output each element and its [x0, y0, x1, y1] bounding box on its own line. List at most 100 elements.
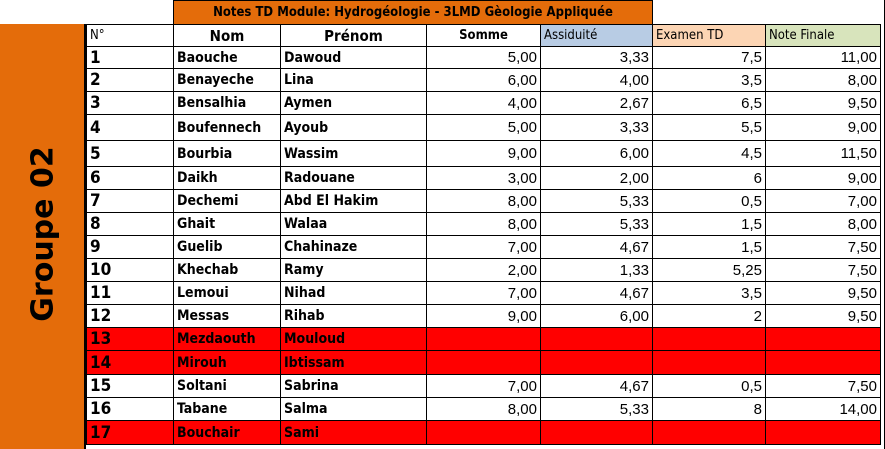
- cell-somme[interactable]: 5,00: [426, 114, 541, 141]
- cell-somme[interactable]: 7,00: [426, 235, 541, 259]
- cell-somme[interactable]: [426, 420, 541, 445]
- header-examen[interactable]: Examen TD: [652, 24, 766, 47]
- cell-examen[interactable]: 4,5: [652, 140, 766, 167]
- cell-nom[interactable]: Soltani: [173, 374, 281, 398]
- cell-examen[interactable]: 5,5: [652, 114, 766, 141]
- cell-prenom[interactable]: Nihad: [280, 281, 427, 305]
- cell-prenom[interactable]: Chahinaze: [280, 235, 427, 259]
- cell-prenom[interactable]: Walaa: [280, 212, 427, 236]
- cell-examen[interactable]: [652, 420, 766, 445]
- cell-prenom[interactable]: Ramy: [280, 258, 427, 282]
- cell-somme[interactable]: 5,00: [426, 46, 541, 69]
- cell-note-finale[interactable]: 8,00: [765, 68, 881, 92]
- cell-num[interactable]: 7: [86, 189, 174, 213]
- cell-prenom[interactable]: Ayoub: [280, 114, 427, 141]
- cell-num[interactable]: 17: [86, 420, 174, 445]
- cell-num[interactable]: 15: [86, 374, 174, 398]
- cell-examen[interactable]: 3,5: [652, 281, 766, 305]
- header-nom[interactable]: Nom: [173, 24, 281, 47]
- header-somme[interactable]: Somme: [426, 24, 541, 47]
- table-title[interactable]: Notes TD Module: Hydrogéologie - 3LMD Gè…: [173, 0, 653, 25]
- cell-examen[interactable]: 1,5: [652, 212, 766, 236]
- cell-num[interactable]: 5: [86, 140, 174, 167]
- cell-prenom[interactable]: Rihab: [280, 304, 427, 328]
- cell-assiduite[interactable]: [540, 420, 653, 445]
- cell-examen[interactable]: [652, 327, 766, 351]
- cell-nom[interactable]: Daikh: [173, 166, 281, 190]
- cell-prenom[interactable]: Wassim: [280, 140, 427, 167]
- cell-prenom[interactable]: Mouloud: [280, 327, 427, 351]
- cell-somme[interactable]: [426, 350, 541, 375]
- cell-nom[interactable]: Boufennech: [173, 114, 281, 141]
- cell-examen[interactable]: 0,5: [652, 374, 766, 398]
- cell-assiduite[interactable]: [540, 350, 653, 375]
- cell-assiduite[interactable]: 4,67: [540, 374, 653, 398]
- cell-assiduite[interactable]: 6,00: [540, 304, 653, 328]
- cell-assiduite[interactable]: 3,33: [540, 46, 653, 69]
- cell-examen[interactable]: 6,5: [652, 91, 766, 115]
- cell-nom[interactable]: Khechab: [173, 258, 281, 282]
- cell-num[interactable]: 10: [86, 258, 174, 282]
- cell-nom[interactable]: Guelib: [173, 235, 281, 259]
- cell-nom[interactable]: Bensalhia: [173, 91, 281, 115]
- cell-note-finale[interactable]: 11,50: [765, 140, 881, 167]
- cell-examen[interactable]: 8: [652, 397, 766, 421]
- cell-num[interactable]: 16: [86, 397, 174, 421]
- cell-examen[interactable]: 7,5: [652, 46, 766, 69]
- cell-note-finale[interactable]: 9,00: [765, 114, 881, 141]
- cell-num[interactable]: 12: [86, 304, 174, 328]
- cell-prenom[interactable]: Radouane: [280, 166, 427, 190]
- empty-cell[interactable]: [766, 1, 881, 25]
- cell-assiduite[interactable]: 2,00: [540, 166, 653, 190]
- header-note-finale[interactable]: Note Finale: [765, 24, 881, 47]
- cell-num[interactable]: 8: [86, 212, 174, 236]
- cell-assiduite[interactable]: 4,67: [540, 281, 653, 305]
- cell-somme[interactable]: 8,00: [426, 212, 541, 236]
- cell-note-finale[interactable]: 9,50: [765, 304, 881, 328]
- empty-cell[interactable]: [653, 1, 766, 25]
- cell-assiduite[interactable]: 3,33: [540, 114, 653, 141]
- cell-note-finale[interactable]: 14,00: [765, 397, 881, 421]
- cell-nom[interactable]: Bouchair: [173, 420, 281, 445]
- cell-nom[interactable]: Baouche: [173, 46, 281, 69]
- cell-note-finale[interactable]: 9,50: [765, 281, 881, 305]
- cell-num[interactable]: 3: [86, 91, 174, 115]
- cell-note-finale[interactable]: 9,00: [765, 166, 881, 190]
- cell-note-finale[interactable]: 7,50: [765, 235, 881, 259]
- empty-cell[interactable]: [0, 0, 86, 25]
- cell-nom[interactable]: Tabane: [173, 397, 281, 421]
- cell-prenom[interactable]: Lina: [280, 68, 427, 92]
- cell-assiduite[interactable]: 1,33: [540, 258, 653, 282]
- group-label-cell[interactable]: Groupe 02: [0, 24, 86, 449]
- cell-nom[interactable]: Lemoui: [173, 281, 281, 305]
- header-assiduite[interactable]: Assiduité: [540, 24, 653, 47]
- cell-examen[interactable]: 3,5: [652, 68, 766, 92]
- cell-somme[interactable]: [426, 327, 541, 351]
- cell-examen[interactable]: 6: [652, 166, 766, 190]
- cell-examen[interactable]: 1,5: [652, 235, 766, 259]
- cell-nom[interactable]: Bourbia: [173, 140, 281, 167]
- cell-assiduite[interactable]: 4,00: [540, 68, 653, 92]
- cell-somme[interactable]: 7,00: [426, 281, 541, 305]
- cell-nom[interactable]: Benayeche: [173, 68, 281, 92]
- cell-somme[interactable]: 8,00: [426, 397, 541, 421]
- cell-nom[interactable]: Dechemi: [173, 189, 281, 213]
- cell-assiduite[interactable]: 5,33: [540, 212, 653, 236]
- cell-examen[interactable]: 2: [652, 304, 766, 328]
- cell-somme[interactable]: 9,00: [426, 140, 541, 167]
- cell-nom[interactable]: Mirouh: [173, 350, 281, 375]
- cell-nom[interactable]: Ghait: [173, 212, 281, 236]
- cell-num[interactable]: 4: [86, 114, 174, 141]
- cell-prenom[interactable]: Ibtissam: [280, 350, 427, 375]
- cell-somme[interactable]: 4,00: [426, 91, 541, 115]
- cell-somme[interactable]: 9,00: [426, 304, 541, 328]
- cell-somme[interactable]: 2,00: [426, 258, 541, 282]
- cell-nom[interactable]: Mezdaouth: [173, 327, 281, 351]
- cell-prenom[interactable]: Sabrina: [280, 374, 427, 398]
- cell-prenom[interactable]: Abd El Hakim: [280, 189, 427, 213]
- cell-assiduite[interactable]: [540, 327, 653, 351]
- cell-assiduite[interactable]: 5,33: [540, 397, 653, 421]
- header-prenom[interactable]: Prénom: [280, 24, 427, 47]
- cell-note-finale[interactable]: 7,50: [765, 258, 881, 282]
- cell-note-finale[interactable]: 7,00: [765, 189, 881, 213]
